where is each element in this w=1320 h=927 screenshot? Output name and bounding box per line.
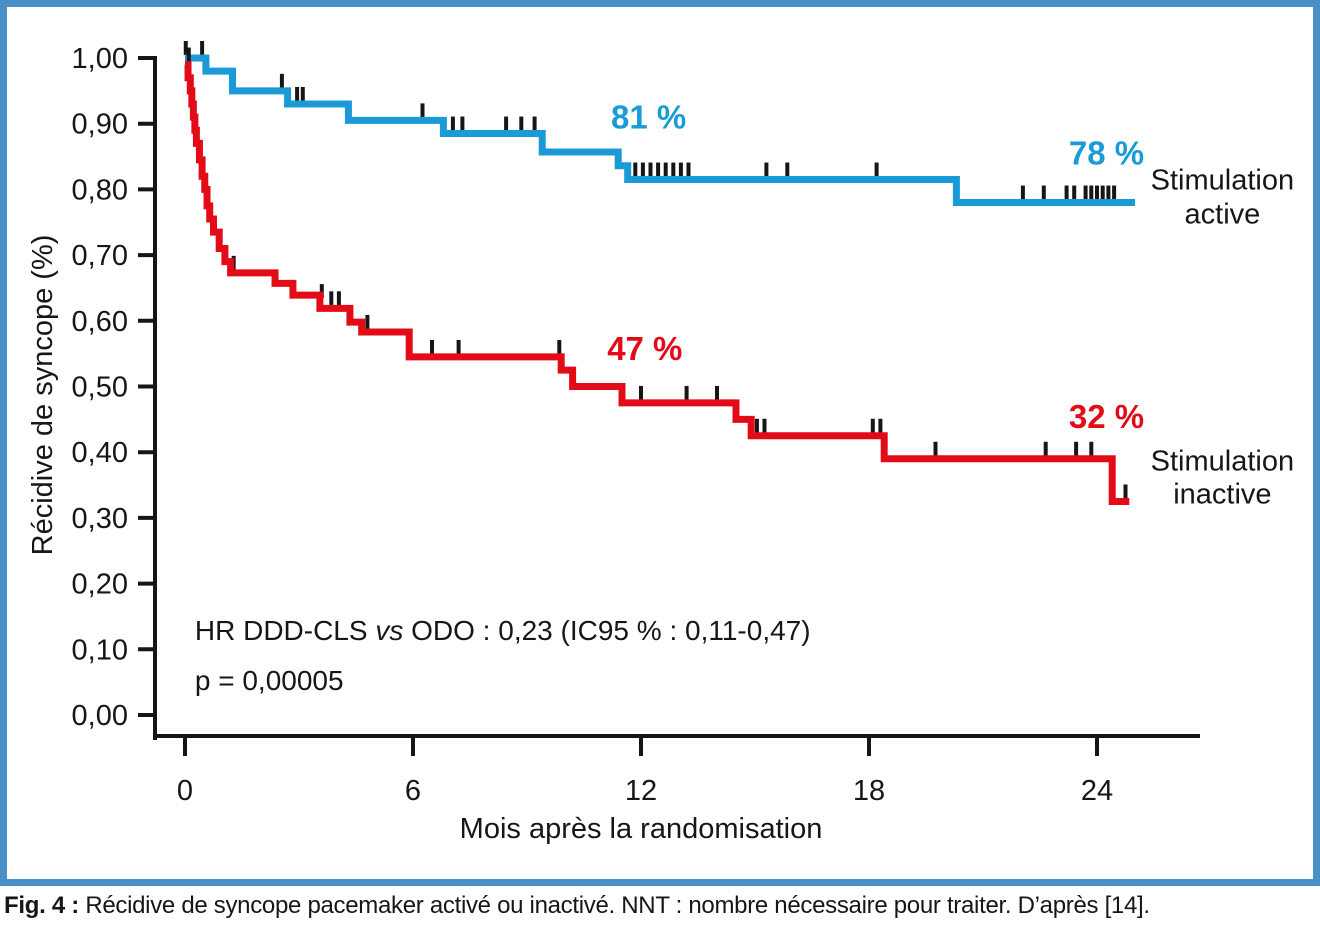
y-tick-label: 0,00: [72, 700, 128, 732]
y-tick-label: 0,70: [72, 240, 128, 272]
annotation-inactive-24mo: 32 %: [1069, 398, 1144, 435]
y-tick-label: 0,20: [72, 569, 128, 601]
x-tick-label: 18: [853, 775, 885, 807]
y-tick-label: 1,00: [72, 43, 128, 75]
figure-caption: Fig. 4 : Récidive de syncope pacemaker a…: [0, 892, 1320, 920]
x-tick-label: 24: [1081, 775, 1113, 807]
series-label-active-line2: active: [1185, 199, 1261, 231]
y-tick-label: 0,10: [72, 634, 128, 666]
y-tick-label: 0,90: [72, 109, 128, 141]
hr-stat-line: HR DDD-CLS vs ODO : 0,23 (IC95 % : 0,11-…: [195, 615, 811, 646]
caption-text: Récidive de syncope pacemaker activé ou …: [85, 892, 1150, 919]
caption-label: Fig. 4 :: [4, 892, 79, 919]
x-tick-label: 6: [405, 775, 421, 807]
y-tick-label: 0,50: [72, 372, 128, 404]
y-tick-label: 0,30: [72, 503, 128, 535]
x-tick-label: 12: [625, 775, 657, 807]
series-label-inactive-line2: inactive: [1173, 478, 1271, 510]
y-tick-label: 0,80: [72, 174, 128, 206]
annotation-active-12mo: 81 %: [611, 98, 686, 135]
x-tick-label: 0: [177, 775, 193, 807]
x-axis-title: Mois après la randomisation: [460, 813, 823, 845]
curve-stimulation-inactive: [184, 61, 1130, 505]
kaplan-meier-chart: 1,00 0,90 0,80 0,70 0,60 0,50 0,40 0,30 0,20 0,10…: [27, 41, 1294, 845]
annotation-inactive-12mo: 47 %: [607, 330, 682, 367]
annotation-active-24mo: 78 %: [1069, 134, 1144, 171]
p-value-line: p = 0,00005: [195, 665, 344, 696]
figure-frame: 1,00 0,90 0,80 0,70 0,60 0,50 0,40 0,30 0,20 0,10…: [0, 0, 1320, 886]
y-axis-title: Récidive de syncope (%): [27, 235, 59, 556]
y-tick-label: 0,40: [72, 437, 128, 469]
series-label-inactive-line1: Stimulation: [1151, 446, 1294, 478]
curve-stimulation-active: [185, 54, 1135, 207]
y-tick-label: 0,60: [72, 306, 128, 338]
series-label-active-line1: Stimulation: [1151, 164, 1294, 196]
